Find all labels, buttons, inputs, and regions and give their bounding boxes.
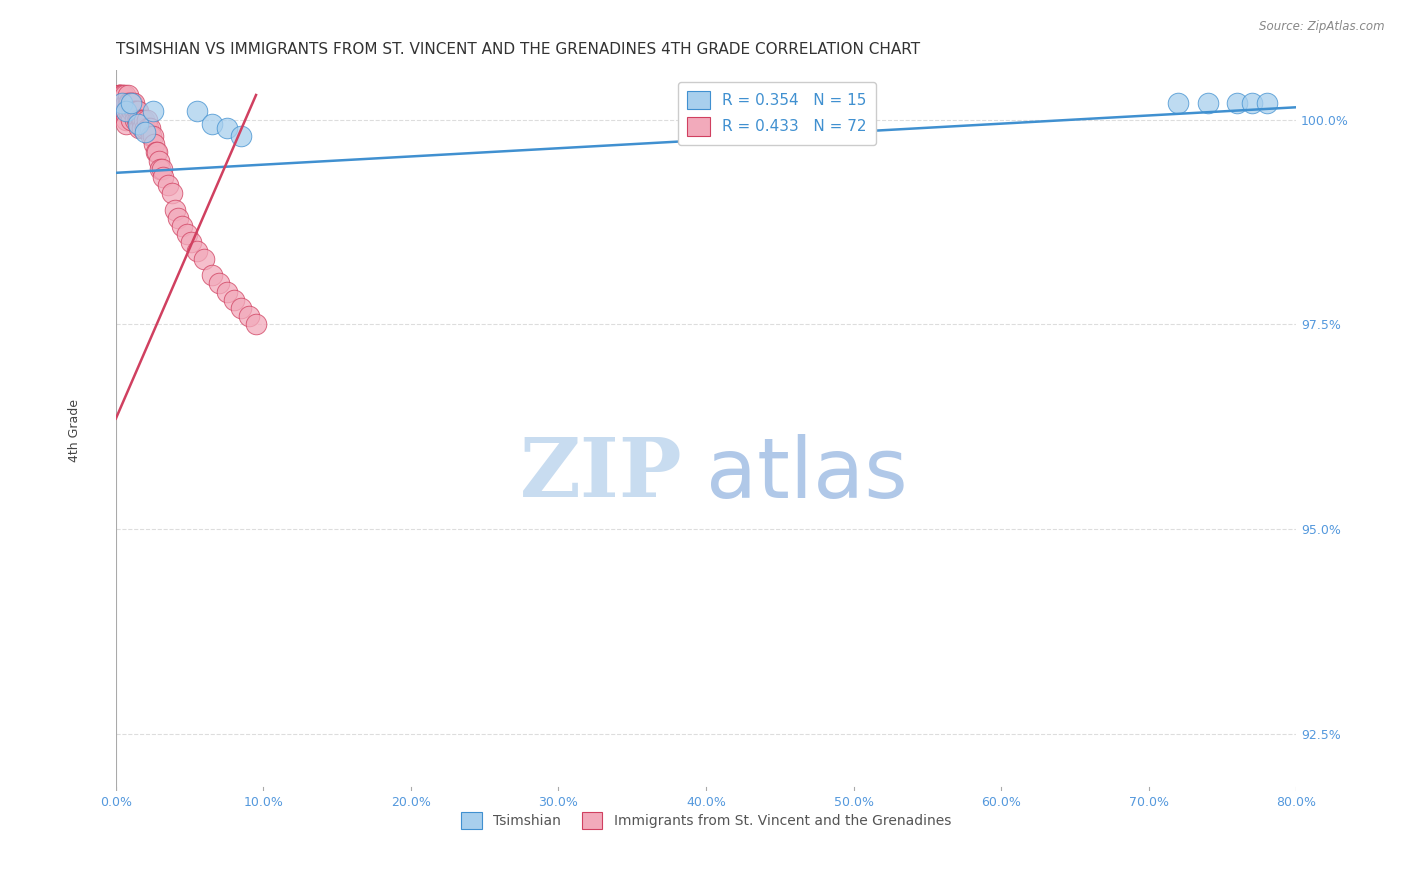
Point [231,301,253,315]
Point [231,128,253,143]
Point [193,252,215,266]
Point [201,268,224,283]
Point [117,96,139,111]
Point [166,211,188,225]
Point [120,104,142,119]
Point [163,202,186,217]
Text: 4th Grade: 4th Grade [67,400,82,462]
Point [129,112,152,127]
Point [114,88,136,103]
Point [117,88,139,103]
Point [222,293,245,307]
Legend: Tsimshian, Immigrants from St. Vincent and the Grenadines: Tsimshian, Immigrants from St. Vincent a… [456,806,956,835]
Point [238,309,260,323]
Point [1256,96,1278,111]
Point [134,120,156,135]
Point [111,96,134,111]
Point [180,235,202,250]
Point [128,120,150,135]
Point [149,161,172,176]
Point [201,117,224,131]
Text: Source: ZipAtlas.com: Source: ZipAtlas.com [1260,20,1385,33]
Point [141,128,163,143]
Point [121,104,143,119]
Point [145,145,167,160]
Point [105,96,128,111]
Point [120,96,142,111]
Point [215,120,238,135]
Point [142,104,165,119]
Point [1167,96,1189,111]
Point [150,161,173,176]
Point [115,117,138,131]
Point [114,104,136,119]
Point [114,96,136,111]
Point [110,96,132,111]
Point [120,96,142,111]
Point [1240,96,1263,111]
Point [135,112,157,127]
Point [108,88,131,103]
Point [156,178,179,193]
Point [148,153,170,168]
Text: TSIMSHIAN VS IMMIGRANTS FROM ST. VINCENT AND THE GRENADINES 4TH GRADE CORRELATIO: TSIMSHIAN VS IMMIGRANTS FROM ST. VINCENT… [115,42,920,57]
Point [111,96,134,111]
Point [117,104,139,119]
Point [115,96,138,111]
Point [125,112,148,127]
Point [208,277,231,291]
Point [1226,96,1249,111]
Point [115,104,138,119]
Point [134,125,156,139]
Point [128,112,150,127]
Point [160,186,183,201]
Point [112,96,135,111]
Point [115,112,138,127]
Point [118,96,141,111]
Point [143,137,166,152]
Point [110,88,132,103]
Point [108,88,131,103]
Text: atlas: atlas [706,434,908,515]
Point [125,104,148,119]
Point [186,104,208,119]
Point [111,96,134,111]
Point [112,104,135,119]
Point [122,96,145,111]
Point [142,128,165,143]
Point [120,112,142,127]
Point [139,120,162,135]
Point [245,318,267,332]
Point [186,244,208,258]
Point [127,112,149,127]
Point [152,169,174,184]
Point [146,145,169,160]
Point [172,219,194,233]
Point [115,104,138,119]
Point [132,112,155,127]
Point [118,104,141,119]
Point [110,88,132,103]
Point [1197,96,1219,111]
Point [112,88,135,103]
Point [127,117,149,131]
Point [124,104,146,119]
Point [138,120,160,135]
Point [215,285,238,299]
Point [122,104,145,119]
Point [131,120,153,135]
Point [131,112,153,127]
Point [121,96,143,111]
Point [127,104,149,119]
Point [124,112,146,127]
Point [176,227,198,242]
Point [111,88,134,103]
Text: ZIP: ZIP [520,434,682,514]
